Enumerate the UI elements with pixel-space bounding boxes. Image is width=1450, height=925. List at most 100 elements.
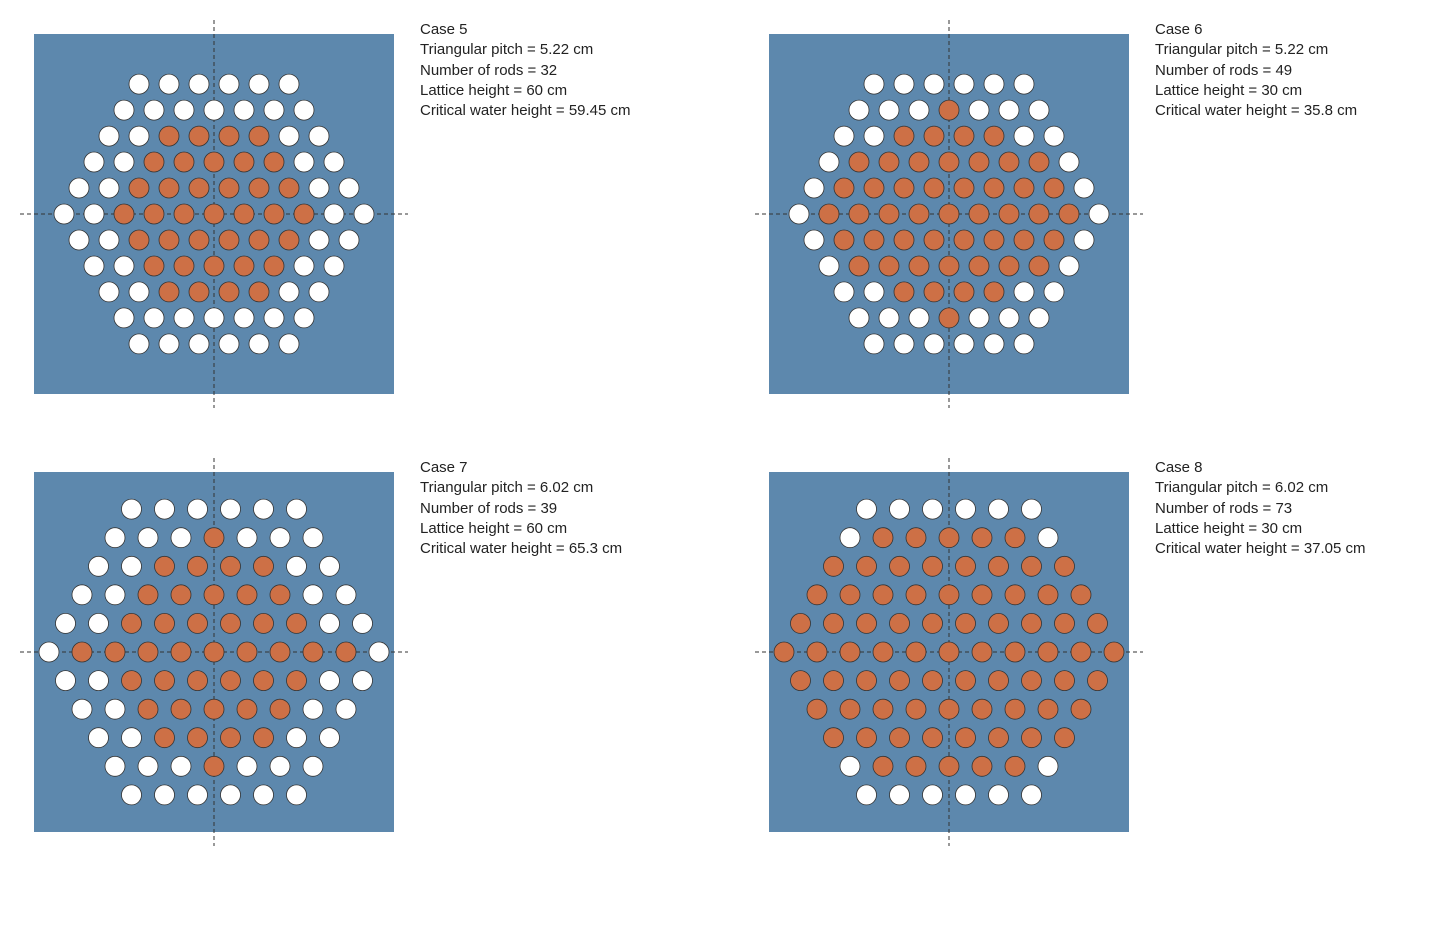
rod-fuel: [956, 613, 976, 633]
rod-empty: [1014, 74, 1034, 94]
rod-empty: [84, 204, 104, 224]
rod-fuel: [873, 642, 893, 662]
rod-fuel: [129, 230, 149, 250]
case-param: Number of rods = 73: [1155, 499, 1366, 519]
rod-fuel: [824, 556, 844, 576]
rod-empty: [254, 499, 274, 519]
rod-empty: [320, 728, 340, 748]
rod-empty: [804, 230, 824, 250]
rod-empty: [287, 785, 307, 805]
case-param: Critical water height = 65.3 cm: [420, 539, 622, 559]
rod-empty: [237, 756, 257, 776]
panel-case7: [20, 458, 408, 846]
rod-fuel: [155, 728, 175, 748]
rod-fuel: [219, 126, 239, 146]
rod-fuel: [204, 699, 224, 719]
text-case8: Case 8Triangular pitch = 6.02 cmNumber o…: [1155, 458, 1366, 559]
rod-fuel: [873, 699, 893, 719]
rod-empty: [105, 756, 125, 776]
rod-empty: [789, 204, 809, 224]
rod-empty: [303, 528, 323, 548]
rod-fuel: [969, 256, 989, 276]
rod-empty: [287, 499, 307, 519]
rod-fuel: [956, 728, 976, 748]
rod-empty: [189, 74, 209, 94]
rod-fuel: [1005, 528, 1025, 548]
rod-empty: [303, 756, 323, 776]
rod-empty: [237, 528, 257, 548]
rod-fuel: [890, 671, 910, 691]
case-param: Triangular pitch = 5.22 cm: [420, 40, 631, 60]
rod-fuel: [1022, 556, 1042, 576]
case-param: Lattice height = 30 cm: [1155, 519, 1366, 539]
rod-fuel: [270, 642, 290, 662]
rod-empty: [89, 613, 109, 633]
rod-fuel: [1014, 178, 1034, 198]
rod-empty: [249, 74, 269, 94]
rod-fuel: [1038, 642, 1058, 662]
rod-fuel: [294, 204, 314, 224]
rod-empty: [89, 556, 109, 576]
rod-fuel: [1088, 613, 1108, 633]
rod-fuel: [189, 282, 209, 302]
rod-fuel: [159, 178, 179, 198]
rod-empty: [819, 256, 839, 276]
rod-fuel: [969, 152, 989, 172]
rod-fuel: [189, 126, 209, 146]
rod-empty: [1029, 308, 1049, 328]
rod-fuel: [906, 699, 926, 719]
rod-empty: [114, 152, 134, 172]
rod-fuel: [894, 126, 914, 146]
panel-case5: [20, 20, 408, 408]
rod-empty: [129, 126, 149, 146]
rod-fuel: [1038, 585, 1058, 605]
rod-empty: [122, 785, 142, 805]
rod-empty: [309, 282, 329, 302]
rod-fuel: [1044, 178, 1064, 198]
case-param: Triangular pitch = 6.02 cm: [1155, 478, 1366, 498]
rod-empty: [114, 256, 134, 276]
rod-fuel: [1055, 556, 1075, 576]
rod-fuel: [287, 671, 307, 691]
cell-case8: Case 8Triangular pitch = 6.02 cmNumber o…: [755, 458, 1430, 846]
lattice-svg: [755, 458, 1143, 846]
rod-empty: [969, 308, 989, 328]
rod-fuel: [144, 152, 164, 172]
rod-fuel: [249, 126, 269, 146]
rod-fuel: [279, 178, 299, 198]
rod-empty: [174, 308, 194, 328]
rod-fuel: [204, 756, 224, 776]
cell-case5: Case 5Triangular pitch = 5.22 cmNumber o…: [20, 20, 695, 408]
rod-fuel: [849, 152, 869, 172]
rod-empty: [989, 785, 1009, 805]
rod-empty: [956, 785, 976, 805]
rod-fuel: [1022, 671, 1042, 691]
rod-empty: [864, 74, 884, 94]
rod-fuel: [819, 204, 839, 224]
rod-fuel: [204, 256, 224, 276]
rod-empty: [353, 613, 373, 633]
rod-empty: [114, 308, 134, 328]
rod-fuel: [270, 585, 290, 605]
rod-empty: [339, 230, 359, 250]
rod-fuel: [923, 728, 943, 748]
rod-empty: [99, 126, 119, 146]
rod-empty: [336, 585, 356, 605]
rod-empty: [122, 728, 142, 748]
rod-fuel: [989, 613, 1009, 633]
rod-empty: [155, 785, 175, 805]
rod-fuel: [254, 613, 274, 633]
rod-fuel: [174, 256, 194, 276]
rod-empty: [294, 256, 314, 276]
rod-fuel: [923, 671, 943, 691]
rod-empty: [159, 74, 179, 94]
rod-fuel: [234, 256, 254, 276]
rod-empty: [129, 334, 149, 354]
lattice-svg: [20, 458, 408, 846]
rod-fuel: [890, 728, 910, 748]
rod-empty: [204, 308, 224, 328]
rod-fuel: [879, 256, 899, 276]
rod-fuel: [1059, 204, 1079, 224]
rod-empty: [155, 499, 175, 519]
rod-fuel: [894, 282, 914, 302]
